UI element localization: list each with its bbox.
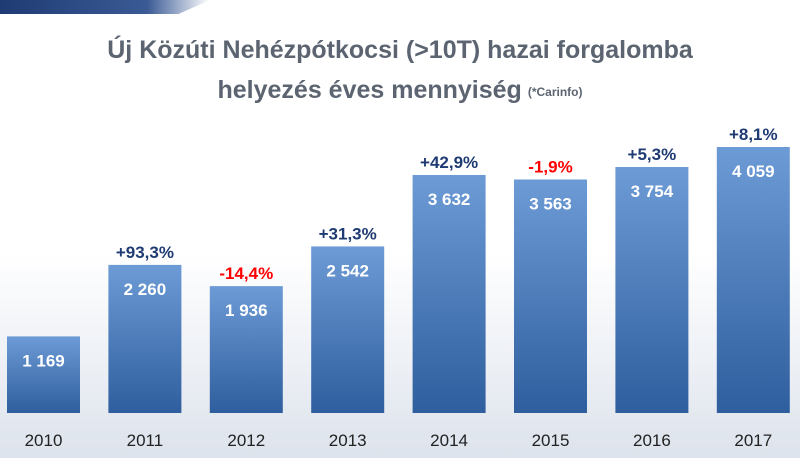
chart-title-text-1: Új Közúti Nehézpótkocsi (>10T) hazai for… (107, 36, 693, 64)
x-tick-label-2013: 2013 (329, 431, 367, 450)
value-label-2013: 2 542 (326, 261, 369, 280)
value-label-2015: 3 563 (529, 195, 572, 214)
value-label-2012: 1 936 (225, 301, 268, 320)
value-label-2011: 2 260 (124, 280, 167, 299)
source-note: (*Carinfo) (527, 85, 583, 99)
change-label-2017: +8,1% (729, 125, 778, 144)
bars-group: 1 169 2010 2 260 +93,3% 2011 1 936 -14,4% 2012 2… (7, 125, 790, 450)
x-tick-label-2012: 2012 (227, 431, 265, 450)
change-label-2012: -14,4% (219, 264, 273, 283)
bar-2014 (412, 174, 486, 413)
value-label-2017: 4 059 (732, 162, 775, 181)
chart-title-line1: Új Közúti Nehézpótkocsi (>10T) hazai for… (0, 33, 800, 67)
bar-2013 (311, 246, 385, 413)
x-tick-label-2016: 2016 (633, 431, 671, 450)
change-label-2016: +5,3% (628, 145, 677, 164)
bar-2010 (7, 336, 80, 413)
bar-2012 (209, 286, 283, 413)
change-label-2013: +31,3% (319, 224, 377, 243)
x-tick-label-2017: 2017 (734, 431, 772, 450)
x-tick-label-2015: 2015 (532, 431, 570, 450)
x-tick-label-2010: 2010 (25, 431, 63, 450)
x-tick-label-2014: 2014 (430, 431, 468, 450)
value-label-2010: 1 169 (22, 351, 65, 370)
change-label-2011: +93,3% (116, 243, 174, 262)
change-label-2015: -1,9% (528, 158, 572, 177)
x-tick-label-2011: 2011 (127, 431, 164, 450)
chart-title-text-2: helyezés éves mennyiség (217, 76, 522, 104)
bar-2011 (108, 264, 182, 413)
value-label-2014: 3 632 (428, 190, 471, 209)
corner-accent (0, 0, 210, 14)
chart-title-line2: helyezés éves mennyiség (*Carinfo) (0, 73, 800, 109)
bar-2017 (716, 147, 790, 413)
change-label-2014: +42,9% (420, 153, 478, 172)
bar-2016 (615, 166, 689, 413)
value-label-2016: 3 754 (631, 182, 674, 201)
bar-2015 (514, 179, 587, 413)
